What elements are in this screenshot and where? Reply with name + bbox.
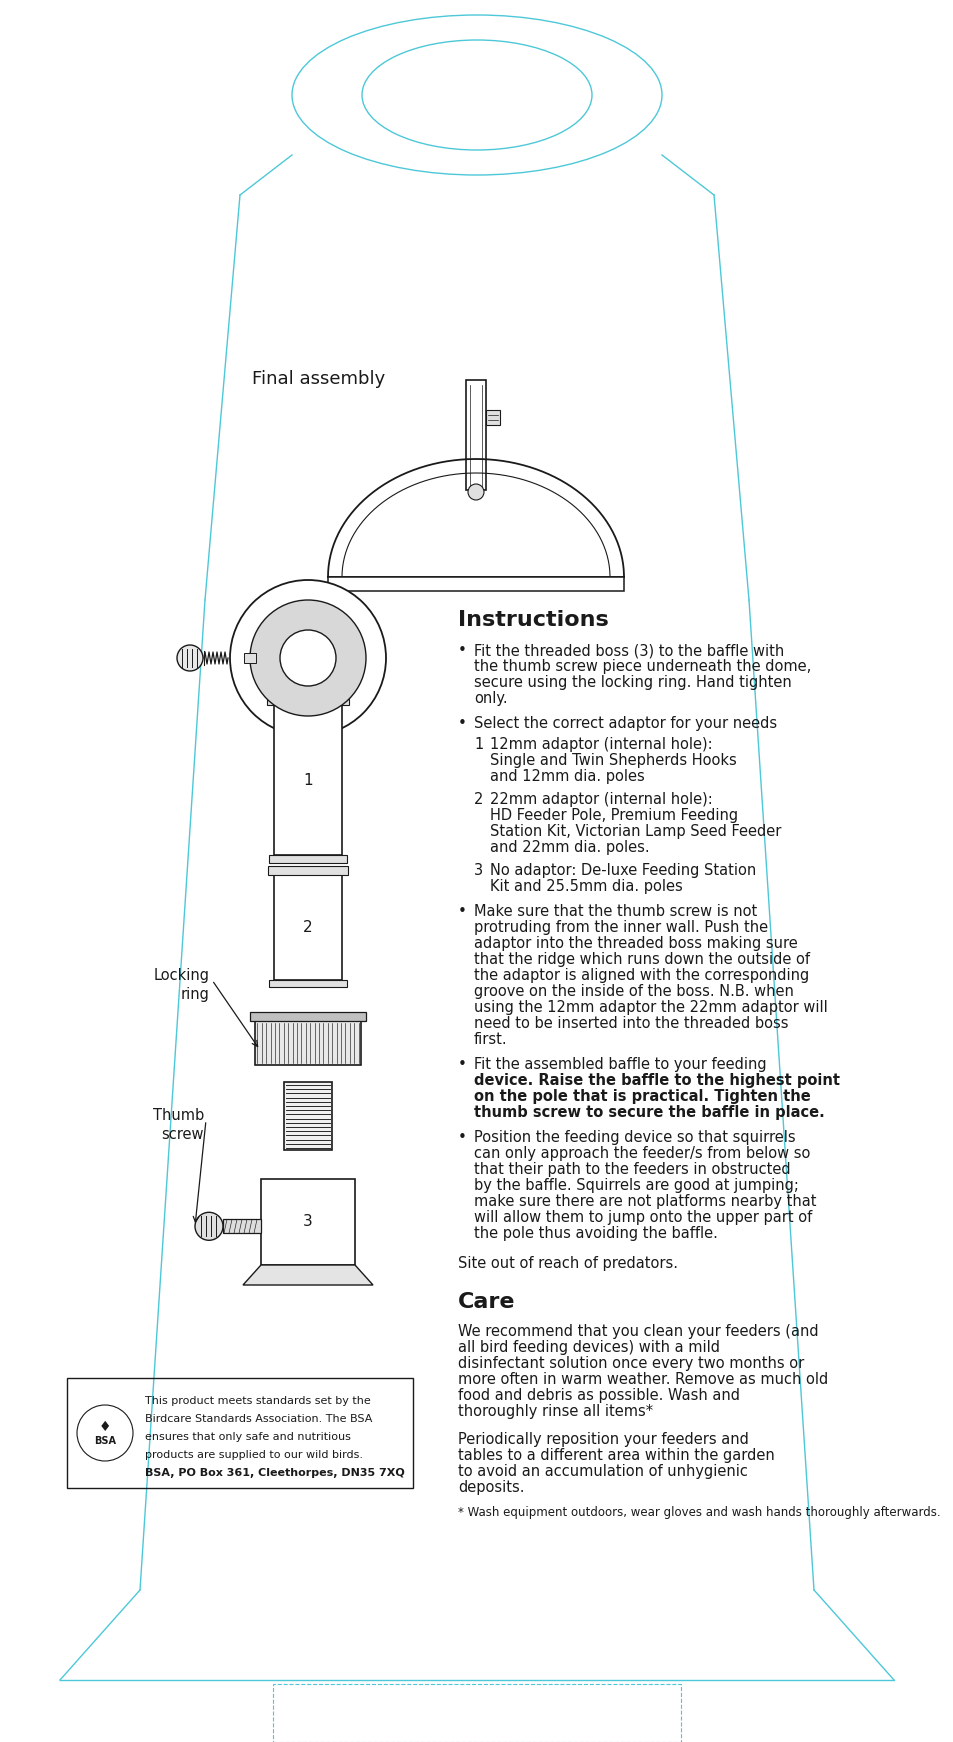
Text: Fit the assembled baffle to your feeding: Fit the assembled baffle to your feeding [474, 1057, 766, 1071]
Circle shape [468, 484, 483, 500]
Text: and 22mm dia. poles.: and 22mm dia. poles. [490, 840, 649, 855]
Bar [261, 1179, 355, 1265]
Text: 2: 2 [474, 793, 483, 807]
Text: Instructions: Instructions [457, 610, 608, 631]
Text: •: • [457, 1057, 466, 1071]
Text: •: • [457, 643, 466, 658]
Bar [67, 1378, 413, 1488]
Text: need to be inserted into the threaded boss: need to be inserted into the threaded bo… [474, 1016, 788, 1031]
Text: Fit the threaded boss (3) to the baffle with: Fit the threaded boss (3) to the baffle … [474, 643, 783, 658]
Text: * Wash equipment outdoors, wear gloves and wash hands thoroughly afterwards.: * Wash equipment outdoors, wear gloves a… [457, 1507, 940, 1519]
Bar [244, 653, 255, 664]
Bar [254, 1021, 360, 1064]
Bar [223, 1219, 261, 1233]
Text: BSA, PO Box 361, Cleethorpes, DN35 7XQ: BSA, PO Box 361, Cleethorpes, DN35 7XQ [145, 1469, 404, 1477]
Bar [250, 1012, 366, 1021]
Bar [269, 855, 347, 862]
Text: Site out of reach of predators.: Site out of reach of predators. [457, 1256, 678, 1272]
Circle shape [280, 631, 335, 686]
Bar [485, 409, 499, 425]
Circle shape [194, 1212, 223, 1240]
Text: Final assembly: Final assembly [252, 369, 385, 388]
Text: Kit and 25.5mm dia. poles: Kit and 25.5mm dia. poles [490, 880, 682, 894]
Text: can only approach the feeder/s from below so: can only approach the feeder/s from belo… [474, 1146, 809, 1160]
Text: by the baffle. Squirrels are good at jumping;: by the baffle. Squirrels are good at jum… [474, 1178, 798, 1193]
Bar [269, 981, 347, 988]
Bar [284, 1082, 332, 1150]
Circle shape [230, 580, 386, 737]
Text: only.: only. [474, 692, 507, 706]
Text: BSA: BSA [94, 1435, 116, 1446]
Polygon shape [243, 1265, 373, 1286]
Bar [328, 577, 623, 591]
Text: secure using the locking ring. Hand tighten: secure using the locking ring. Hand tigh… [474, 674, 791, 690]
Text: Make sure that the thumb screw is not: Make sure that the thumb screw is not [474, 904, 757, 920]
Text: HD Feeder Pole, Premium Feeding: HD Feeder Pole, Premium Feeding [490, 808, 738, 822]
Text: Birdcare Standards Association. The BSA: Birdcare Standards Association. The BSA [145, 1415, 372, 1423]
Text: •: • [457, 716, 466, 732]
Text: that the ridge which runs down the outside of: that the ridge which runs down the outsi… [474, 951, 809, 967]
Text: the thumb screw piece underneath the dome,: the thumb screw piece underneath the dom… [474, 658, 810, 674]
Text: 12mm adaptor (internal hole):: 12mm adaptor (internal hole): [490, 737, 712, 753]
Text: products are supplied to our wild birds.: products are supplied to our wild birds. [145, 1449, 363, 1460]
Text: all bird feeding devices) with a mild: all bird feeding devices) with a mild [457, 1340, 720, 1355]
Text: the pole thus avoiding the baffle.: the pole thus avoiding the baffle. [474, 1226, 717, 1240]
Text: thumb screw to secure the baffle in place.: thumb screw to secure the baffle in plac… [474, 1104, 824, 1120]
Text: 1: 1 [303, 772, 313, 787]
Text: 2: 2 [303, 920, 313, 935]
Bar [465, 380, 485, 490]
Circle shape [250, 599, 366, 716]
Text: disinfectant solution once every two months or: disinfectant solution once every two mon… [457, 1355, 803, 1371]
Text: groove on the inside of the boss. N.B. when: groove on the inside of the boss. N.B. w… [474, 984, 793, 998]
Text: 3: 3 [303, 1214, 313, 1230]
Text: We recommend that you clean your feeders (and: We recommend that you clean your feeders… [457, 1324, 818, 1340]
Text: make sure there are not platforms nearby that: make sure there are not platforms nearby… [474, 1193, 816, 1209]
Text: 1: 1 [474, 737, 483, 753]
Bar [284, 728, 332, 739]
Text: deposits.: deposits. [457, 1481, 524, 1495]
Text: ♦: ♦ [99, 1420, 112, 1434]
Text: Select the correct adaptor for your needs: Select the correct adaptor for your need… [474, 716, 777, 732]
Text: first.: first. [474, 1031, 507, 1047]
Text: Care: Care [457, 1293, 515, 1312]
Text: food and debris as possible. Wash and: food and debris as possible. Wash and [457, 1388, 740, 1402]
Text: This product meets standards set by the: This product meets standards set by the [145, 1395, 371, 1406]
Text: tables to a different area within the garden: tables to a different area within the ga… [457, 1448, 774, 1463]
Text: Thumb
screw: Thumb screw [152, 1108, 204, 1143]
Text: No adaptor: De-luxe Feeding Station: No adaptor: De-luxe Feeding Station [490, 862, 756, 878]
Text: more often in warm weather. Remove as much old: more often in warm weather. Remove as mu… [457, 1373, 827, 1387]
Text: Position the feeding device so that squirrels: Position the feeding device so that squi… [474, 1131, 795, 1144]
Text: to avoid an accumulation of unhygienic: to avoid an accumulation of unhygienic [457, 1463, 747, 1479]
Text: will allow them to jump onto the upper part of: will allow them to jump onto the upper p… [474, 1211, 811, 1225]
Text: thoroughly rinse all items*: thoroughly rinse all items* [457, 1404, 653, 1420]
Text: that their path to the feeders in obstructed: that their path to the feeders in obstru… [474, 1162, 790, 1178]
Text: Periodically reposition your feeders and: Periodically reposition your feeders and [457, 1432, 748, 1448]
Text: 22mm adaptor (internal hole):: 22mm adaptor (internal hole): [490, 793, 712, 807]
Bar [274, 706, 341, 855]
Text: ensures that only safe and nutritious: ensures that only safe and nutritious [145, 1432, 351, 1442]
Text: device. Raise the baffle to the highest point: device. Raise the baffle to the highest … [474, 1073, 840, 1089]
Text: the adaptor is aligned with the corresponding: the adaptor is aligned with the correspo… [474, 969, 808, 982]
Bar [273, 1685, 680, 1742]
Text: Station Kit, Victorian Lamp Seed Feeder: Station Kit, Victorian Lamp Seed Feeder [490, 824, 781, 840]
Text: and 12mm dia. poles: and 12mm dia. poles [490, 768, 644, 784]
Circle shape [177, 645, 203, 671]
Bar [268, 866, 348, 874]
Text: Single and Twin Shepherds Hooks: Single and Twin Shepherds Hooks [490, 753, 736, 768]
Bar [267, 695, 349, 706]
Text: adaptor into the threaded boss making sure: adaptor into the threaded boss making su… [474, 935, 797, 951]
Text: using the 12mm adaptor the 22mm adaptor will: using the 12mm adaptor the 22mm adaptor … [474, 1000, 827, 1016]
Text: 3: 3 [474, 862, 482, 878]
Text: protruding from the inner wall. Push the: protruding from the inner wall. Push the [474, 920, 767, 935]
Text: on the pole that is practical. Tighten the: on the pole that is practical. Tighten t… [474, 1089, 810, 1104]
Text: •: • [457, 904, 466, 920]
Text: Locking
ring: Locking ring [153, 967, 210, 1002]
Bar [274, 874, 341, 981]
Text: •: • [457, 1131, 466, 1144]
